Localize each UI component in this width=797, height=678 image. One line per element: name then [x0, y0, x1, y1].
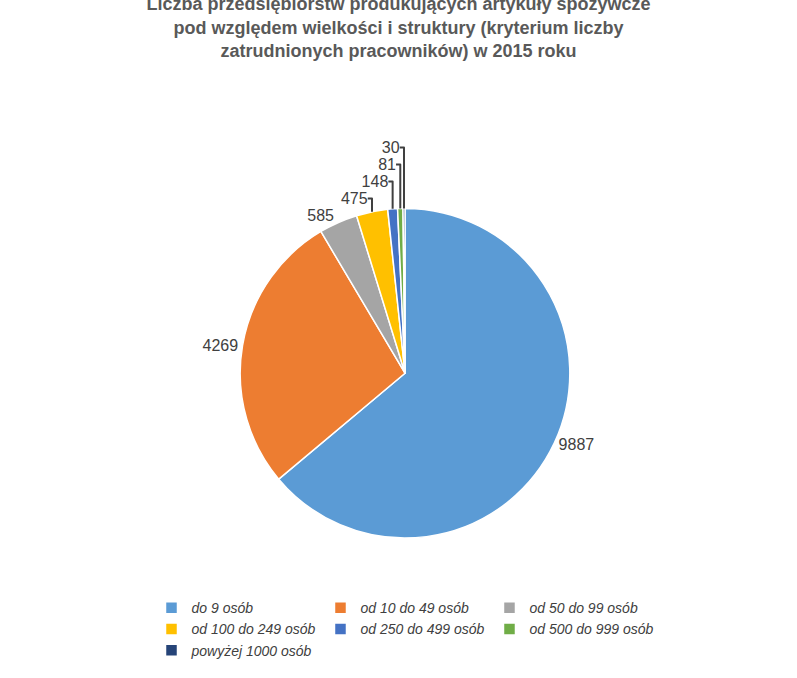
svg-text:od 500 do 999 osób: od 500 do 999 osób	[529, 621, 653, 637]
svg-text:od 100 do 249 osób: od 100 do 249 osób	[192, 621, 316, 637]
svg-text:30: 30	[382, 139, 400, 156]
svg-text:148: 148	[362, 173, 389, 190]
svg-text:4269: 4269	[203, 337, 239, 354]
svg-text:Liczba przedsiębiorstw produku: Liczba przedsiębiorstw produkujących art…	[146, 0, 650, 61]
svg-text:81: 81	[378, 156, 396, 173]
svg-text:do 9 osób: do 9 osób	[192, 600, 254, 616]
svg-text:475: 475	[341, 190, 368, 207]
svg-text:od 50 do 99 osób: od 50 do 99 osób	[529, 600, 637, 616]
svg-text:od 250 do 499 osób: od 250 do 499 osób	[360, 621, 484, 637]
svg-text:585: 585	[307, 207, 334, 224]
svg-text:9887: 9887	[559, 436, 595, 453]
svg-text:powyżej 1000 osób: powyżej 1000 osób	[191, 643, 312, 659]
svg-text:od 10 do 49 osób: od 10 do 49 osób	[360, 600, 468, 616]
